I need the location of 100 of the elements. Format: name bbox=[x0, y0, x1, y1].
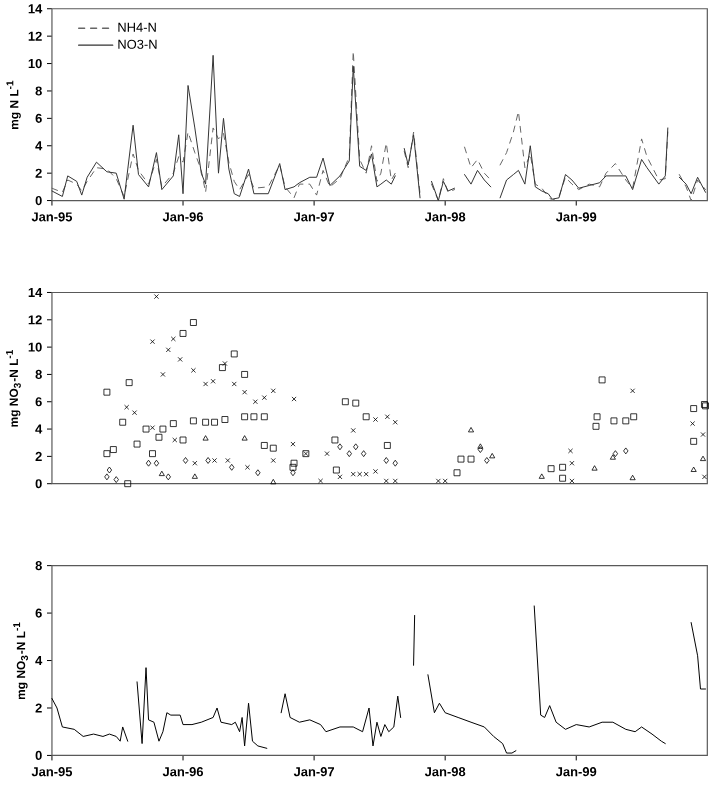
point bbox=[457, 455, 465, 463]
point bbox=[171, 336, 177, 342]
point bbox=[333, 466, 341, 474]
point bbox=[154, 459, 160, 467]
point bbox=[384, 442, 392, 449]
point bbox=[124, 480, 132, 488]
point bbox=[271, 457, 277, 463]
point bbox=[231, 350, 238, 358]
point bbox=[346, 450, 353, 458]
point bbox=[337, 474, 343, 480]
point bbox=[107, 466, 113, 474]
point bbox=[383, 457, 390, 464]
point bbox=[159, 425, 167, 433]
point bbox=[331, 436, 339, 444]
point bbox=[212, 457, 218, 463]
point bbox=[103, 450, 111, 458]
point bbox=[183, 457, 189, 464]
point bbox=[592, 422, 600, 430]
point bbox=[179, 436, 187, 444]
point bbox=[229, 463, 235, 471]
point bbox=[221, 416, 229, 423]
point bbox=[134, 440, 141, 448]
point bbox=[324, 451, 330, 457]
point bbox=[241, 371, 249, 378]
point bbox=[363, 413, 370, 421]
point bbox=[353, 443, 359, 451]
point bbox=[192, 473, 199, 479]
point bbox=[159, 470, 166, 477]
point bbox=[569, 460, 575, 466]
point bbox=[443, 478, 449, 484]
point bbox=[219, 364, 227, 371]
point bbox=[623, 447, 629, 455]
point bbox=[690, 437, 698, 445]
point bbox=[142, 425, 150, 433]
point bbox=[155, 433, 163, 441]
point bbox=[361, 450, 367, 458]
point bbox=[364, 471, 370, 477]
point bbox=[154, 294, 160, 300]
point bbox=[539, 473, 546, 479]
point bbox=[103, 388, 111, 396]
point bbox=[700, 455, 707, 461]
point bbox=[629, 474, 636, 481]
point bbox=[245, 464, 251, 470]
point bbox=[702, 474, 708, 480]
point bbox=[622, 417, 630, 425]
point bbox=[170, 420, 178, 427]
point bbox=[210, 378, 216, 384]
point bbox=[150, 339, 156, 345]
point bbox=[222, 360, 228, 367]
point bbox=[190, 417, 198, 425]
point bbox=[119, 418, 127, 426]
point bbox=[160, 371, 166, 377]
point bbox=[385, 414, 391, 420]
point bbox=[290, 441, 296, 447]
point bbox=[700, 432, 706, 438]
point bbox=[179, 330, 187, 337]
point bbox=[436, 478, 442, 484]
point bbox=[630, 413, 638, 421]
point bbox=[352, 399, 360, 407]
point bbox=[489, 453, 496, 459]
point bbox=[132, 410, 138, 416]
point bbox=[166, 473, 172, 481]
point bbox=[610, 454, 617, 460]
point bbox=[242, 389, 248, 395]
point bbox=[630, 388, 636, 394]
point bbox=[351, 427, 357, 433]
point bbox=[599, 376, 606, 384]
point bbox=[484, 457, 490, 464]
point bbox=[150, 425, 156, 431]
point bbox=[613, 450, 619, 458]
point bbox=[261, 442, 269, 449]
point bbox=[271, 388, 277, 394]
point bbox=[124, 404, 130, 410]
point bbox=[357, 471, 363, 477]
point bbox=[203, 381, 209, 387]
point bbox=[568, 448, 574, 454]
point bbox=[241, 435, 248, 441]
point bbox=[205, 457, 212, 464]
point bbox=[270, 444, 277, 452]
point bbox=[351, 471, 357, 477]
point bbox=[262, 395, 268, 401]
point bbox=[342, 398, 350, 406]
point bbox=[691, 466, 697, 472]
point bbox=[289, 463, 297, 471]
point bbox=[477, 443, 484, 449]
point bbox=[190, 319, 198, 326]
point bbox=[113, 476, 120, 483]
point bbox=[591, 465, 598, 471]
point bbox=[250, 413, 258, 421]
point bbox=[373, 468, 379, 474]
point bbox=[569, 478, 575, 484]
point bbox=[337, 443, 343, 451]
point bbox=[241, 413, 249, 421]
point bbox=[255, 469, 261, 477]
point bbox=[478, 446, 484, 453]
point bbox=[468, 427, 475, 433]
point bbox=[318, 478, 324, 484]
point bbox=[261, 413, 269, 421]
point bbox=[559, 474, 567, 482]
point bbox=[253, 399, 259, 405]
